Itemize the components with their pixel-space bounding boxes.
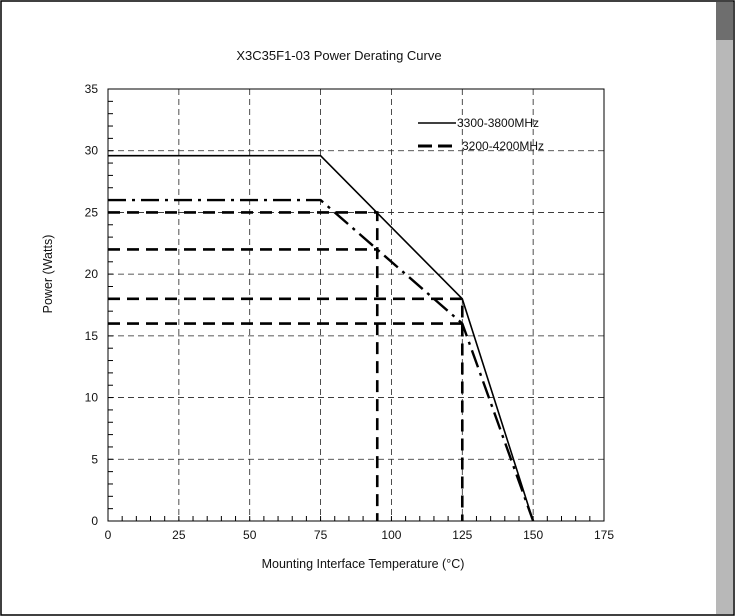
x-tick-label: 100: [381, 528, 401, 542]
x-tick-label: 0: [105, 528, 112, 542]
legend-label-2: 3200-4200MHz: [462, 139, 544, 153]
x-tick-labels: 0 25 50 75 100 125 150 175: [105, 528, 615, 542]
x-tick-label: 25: [172, 528, 186, 542]
x-tick-label: 125: [452, 528, 472, 542]
y-tick-label: 30: [85, 144, 99, 158]
scrollbar-thumb[interactable]: [716, 2, 733, 40]
x-tick-label: 175: [594, 528, 614, 542]
legend: 3300-3800MHz 3200-4200MHz: [418, 116, 544, 153]
y-tick-label: 5: [91, 452, 98, 466]
y-tick-label: 10: [85, 391, 99, 405]
y-tick-label: 25: [85, 205, 99, 219]
x-axis-label: Mounting Interface Temperature (°C): [262, 557, 465, 571]
y-tick-label: 15: [85, 329, 99, 343]
series-line-2: [108, 198, 535, 522]
x-tick-label: 50: [243, 528, 257, 542]
scrollbar-track[interactable]: [716, 2, 733, 614]
y-tick-label: 20: [85, 267, 99, 281]
chart-title: X3C35F1-03 Power Derating Curve: [236, 48, 441, 63]
y-axis-label: Power (Watts): [41, 235, 55, 314]
x-tick-label: 75: [314, 528, 328, 542]
y-tick-label: 0: [91, 514, 98, 528]
axis-ticks: [107, 88, 605, 522]
series-lines: [108, 154, 535, 522]
series-line-1: [108, 154, 534, 522]
reference-line: [108, 297, 464, 521]
y-tick-labels: 0 5 10 15 20 25 30 35: [85, 82, 99, 528]
x-tick-label: 150: [523, 528, 543, 542]
plot-area: [107, 88, 605, 522]
legend-label-1: 3300-3800MHz: [457, 116, 539, 130]
y-tick-label: 35: [85, 82, 99, 96]
